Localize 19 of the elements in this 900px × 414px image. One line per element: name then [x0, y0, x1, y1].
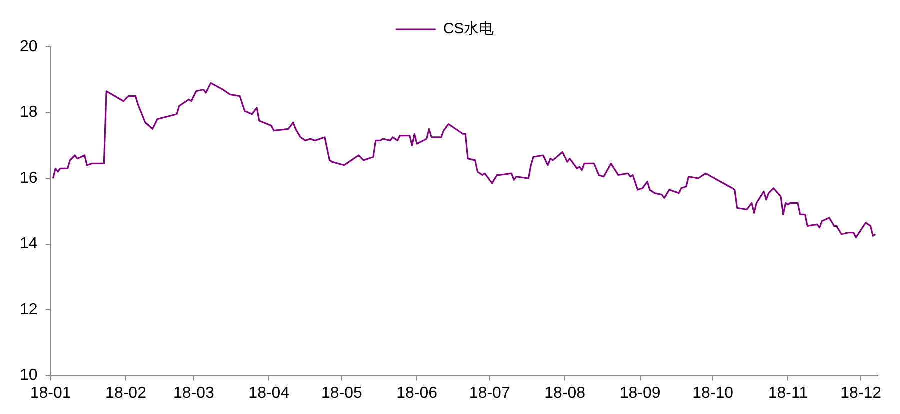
x-tick-label: 18-05 [321, 384, 362, 402]
x-tick-label: 18-10 [692, 384, 734, 402]
x-tick-label: 18-11 [768, 384, 808, 402]
x-tick-label: 18-04 [248, 384, 290, 402]
y-tick-label: 14 [20, 236, 38, 253]
legend-label: CS水电 [443, 20, 494, 38]
y-tick-label: 10 [20, 367, 38, 384]
y-tick-label: 12 [20, 301, 38, 318]
x-tick-label: 18-01 [30, 384, 72, 402]
x-tick-label: 18-06 [396, 384, 438, 402]
x-tick-label: 18-03 [173, 384, 214, 402]
x-tick-label: 18-08 [544, 384, 586, 402]
x-tick-label: 18-07 [469, 384, 510, 402]
x-tick-label: 18-02 [106, 384, 147, 402]
y-tick-label: 20 [20, 38, 38, 56]
y-tick-label: 16 [20, 170, 38, 187]
y-tick-label: 18 [20, 104, 38, 122]
x-tick-label: 18-12 [840, 384, 882, 402]
x-tick-label: 18-09 [620, 384, 661, 402]
